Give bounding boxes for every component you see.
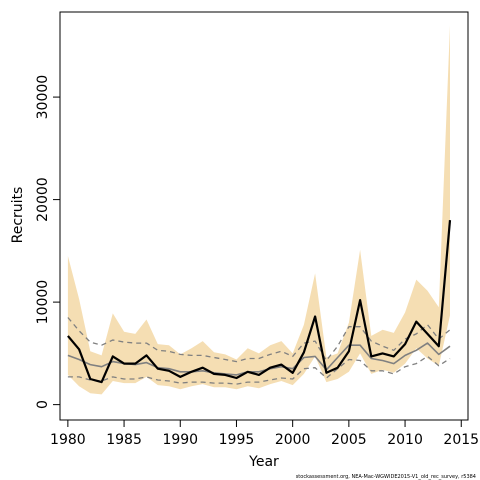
x-tick-label: 1990	[162, 432, 198, 448]
y-tick-label: 30000	[35, 75, 51, 120]
estimate-line	[67, 220, 452, 384]
x-tick-label: 2005	[331, 432, 367, 448]
confidence-band-layer	[67, 25, 451, 395]
y-tick-label: 20000	[35, 177, 51, 222]
x-tick-label: 1995	[219, 432, 255, 448]
x-tick-label: 1980	[50, 432, 86, 448]
series-layer	[67, 220, 452, 385]
y-axis: 0 10000 20000 30000	[35, 75, 60, 409]
comparison-lower-line	[67, 355, 451, 385]
plot-frame	[59, 11, 469, 421]
confidence-band	[67, 25, 451, 395]
x-axis: 1980 1985 1990 1995 2000 2005 2010 2015	[50, 420, 479, 448]
x-tick-label: 1985	[106, 432, 142, 448]
y-tick-label: 0	[35, 400, 51, 409]
x-tick-label: 2015	[443, 432, 479, 448]
footnote: stockassessment.org, NEA-Mac-WGWIDE2015-…	[296, 474, 476, 480]
x-axis-title: Year	[248, 454, 279, 470]
comparison-upper-line	[67, 317, 451, 363]
x-tick-label: 2010	[387, 432, 423, 448]
x-tick-label: 2000	[275, 432, 311, 448]
y-tick-label: 10000	[35, 280, 51, 325]
y-axis-title: Recruits	[10, 187, 26, 244]
